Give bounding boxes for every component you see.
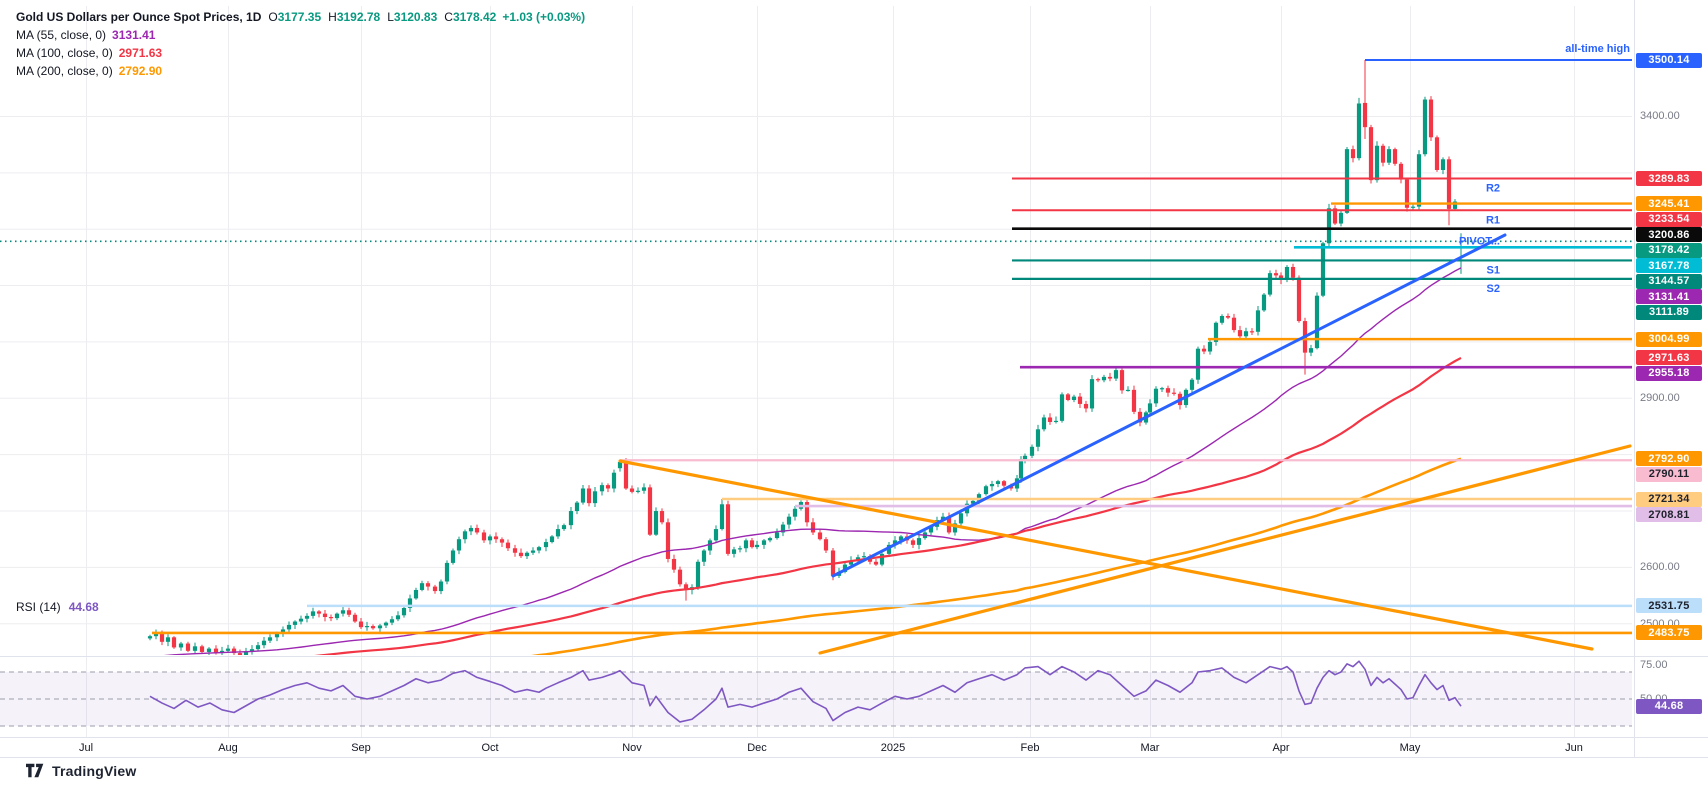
month-label-nov: Nov xyxy=(622,742,642,754)
price-tick-label: 3400.00 xyxy=(1640,110,1680,123)
ohlc-key: H xyxy=(328,10,337,24)
price-scale-label: 3144.57 xyxy=(1636,273,1702,289)
price-scale-label: 3245.41 xyxy=(1636,196,1702,212)
rsi-label: RSI (14) xyxy=(16,600,61,614)
price-scale-label: 3167.78 xyxy=(1636,258,1702,274)
ohlc-value: 3120.83 xyxy=(393,10,438,24)
tradingview-logo-text: TradingView xyxy=(52,762,137,779)
price-scale-label: 3131.41 xyxy=(1636,289,1702,305)
tradingview-logo[interactable]: TradingView xyxy=(26,762,136,779)
ma-legend-row[interactable]: MA (200, close, 0) 2792.90 xyxy=(16,62,585,80)
ma-legend-row[interactable]: MA (55, close, 0) 3131.41 xyxy=(16,26,585,44)
ma-legend-rows: MA (55, close, 0) 3131.41 MA (100, close, … xyxy=(16,26,585,80)
ohlc-values: O3177.35 H3192.78 L3120.83 C3178.42 xyxy=(261,10,496,24)
rsi-value-label: 44.68 xyxy=(1636,698,1702,714)
month-label-oct: Oct xyxy=(481,742,499,754)
candles xyxy=(147,60,1464,655)
price-scale-label: 3200.86 xyxy=(1636,227,1702,243)
change-value: +1.03 (+0.03%) xyxy=(502,10,586,24)
ohlc-value: 3177.35 xyxy=(277,10,322,24)
price-scale-label: 3004.99 xyxy=(1636,331,1702,347)
rsi-band xyxy=(0,671,1632,727)
month-label-sep: Sep xyxy=(351,742,371,754)
trend-lines xyxy=(618,233,1632,655)
price-scale-label: 2955.18 xyxy=(1636,365,1702,381)
price-scale-label: 3289.83 xyxy=(1636,171,1702,187)
month-label-jul: Jul xyxy=(78,742,94,754)
annotation-r1: R1 xyxy=(1486,214,1500,226)
month-label-dec: Dec xyxy=(747,742,767,754)
time-axis[interactable]: Jul Aug Sep Oct Nov Dec 2025 Feb Mar Apr May Jun xyxy=(0,739,1634,759)
ma-value: 3131.41 xyxy=(112,28,156,42)
ma-label: MA (55, close, 0) xyxy=(16,28,107,42)
ma-legend-row[interactable]: MA (100, close, 0) 2971.63 xyxy=(16,44,585,62)
annotation-s1: S1 xyxy=(1487,264,1500,276)
month-label-feb: Feb xyxy=(1020,742,1040,754)
rsi-legend-row[interactable]: RSI (14) 44.68 xyxy=(16,600,99,614)
ohlc-value: 3192.78 xyxy=(336,10,381,24)
month-label-aug: Aug xyxy=(218,742,238,754)
pane-separators xyxy=(0,0,1708,758)
pivot-annotations: all-time high R2 R1 PIVOT... S1 S2 xyxy=(1459,43,1630,295)
ohlc-key: O xyxy=(268,10,278,24)
ma-value: 2971.63 xyxy=(118,46,163,60)
price-scale-label: 3500.14 xyxy=(1636,52,1702,68)
ma-label: MA (100, close, 0) xyxy=(16,46,113,60)
month-label-apr: Apr xyxy=(1272,742,1290,754)
moving-average-lines xyxy=(163,267,1462,655)
annotation-pivot-: PIVOT... xyxy=(1459,235,1500,247)
price-scale-label: 2721.34 xyxy=(1636,491,1702,507)
month-label-may: May xyxy=(1399,742,1421,754)
symbol-title: Gold US Dollars per Ounce Spot Prices, 1… xyxy=(16,10,262,24)
price-scale-label: 3111.89 xyxy=(1636,304,1702,320)
price-scale-label: 2708.81 xyxy=(1636,507,1702,522)
month-label-jun: Jun xyxy=(1565,742,1583,754)
price-tick-label: 2600.00 xyxy=(1640,561,1680,574)
annotation-r2: R2 xyxy=(1486,183,1500,195)
rsi-value: 44.68 xyxy=(68,600,99,614)
price-scale-label: 3233.54 xyxy=(1636,211,1702,227)
month-label-mar: Mar xyxy=(1140,742,1160,754)
annotation-s2: S2 xyxy=(1487,283,1500,295)
chart-legend: Gold US Dollars per Ounce Spot Prices, 1… xyxy=(16,8,585,80)
price-tick-label: 2900.00 xyxy=(1640,392,1680,405)
ma-value: 2792.90 xyxy=(118,64,163,78)
ohlc-key: L xyxy=(387,10,394,24)
rsi-line xyxy=(149,660,1462,723)
month-label-2025: 2025 xyxy=(880,742,906,754)
price-scale-label: 2483.75 xyxy=(1636,625,1702,641)
annotation-all-time-high: all-time high xyxy=(1565,43,1630,55)
price-scale-label: 2792.90 xyxy=(1636,451,1702,467)
ohlc-key: C xyxy=(444,10,453,24)
price-scale-label: 3178.42 xyxy=(1636,242,1702,258)
price-scale-label: 2790.11 xyxy=(1636,466,1702,482)
rsi-tick-label: 75.00 xyxy=(1640,659,1668,672)
symbol-legend-row[interactable]: Gold US Dollars per Ounce Spot Prices, 1… xyxy=(16,8,585,26)
tradingview-logo-icon xyxy=(26,763,44,778)
horizontal-level-lines xyxy=(0,59,1632,635)
ohlc-value: 3178.42 xyxy=(452,10,497,24)
ma-label: MA (200, close, 0) xyxy=(16,64,113,78)
grid-lines xyxy=(0,6,1632,738)
price-scale-label: 2531.75 xyxy=(1636,598,1702,614)
price-scale-axis[interactable]: 3400.002900.002600.002500.0075.0050.0035… xyxy=(1636,0,1708,758)
price-scale-label: 2971.63 xyxy=(1636,350,1702,366)
